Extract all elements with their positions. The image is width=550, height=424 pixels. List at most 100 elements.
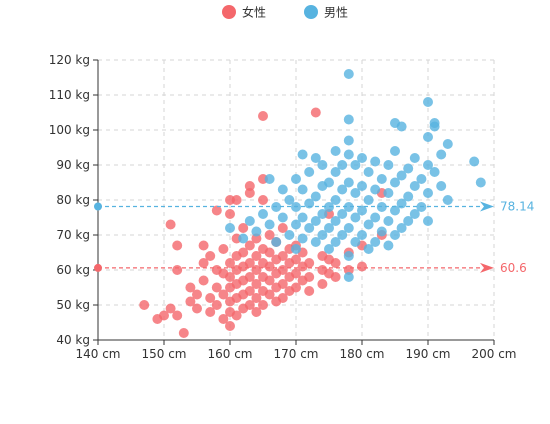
data-point[interactable]	[218, 289, 229, 300]
data-point[interactable]	[297, 149, 308, 160]
data-point[interactable]	[264, 247, 275, 258]
data-point[interactable]	[205, 307, 216, 317]
data-point[interactable]	[383, 188, 394, 198]
data-point[interactable]	[297, 184, 308, 195]
data-point[interactable]	[436, 149, 447, 160]
data-point[interactable]	[159, 310, 169, 321]
data-point[interactable]	[376, 174, 387, 184]
data-point[interactable]	[363, 219, 374, 230]
data-point[interactable]	[403, 163, 414, 174]
data-point[interactable]	[429, 167, 440, 177]
data-point[interactable]	[238, 247, 249, 258]
data-point[interactable]	[218, 244, 229, 254]
data-point[interactable]	[343, 149, 354, 160]
data-point[interactable]	[330, 272, 341, 282]
data-point[interactable]	[390, 230, 400, 240]
data-point[interactable]	[172, 240, 183, 251]
data-point[interactable]	[350, 160, 361, 170]
data-point[interactable]	[291, 254, 301, 265]
data-point[interactable]	[350, 188, 361, 198]
data-point[interactable]	[165, 219, 176, 230]
data-point[interactable]	[198, 275, 209, 286]
data-point[interactable]	[178, 328, 189, 338]
data-point[interactable]	[409, 209, 420, 219]
data-point[interactable]	[343, 135, 354, 146]
data-point[interactable]	[185, 296, 196, 307]
data-point[interactable]	[475, 177, 486, 188]
data-point[interactable]	[317, 230, 328, 240]
data-point[interactable]	[383, 240, 394, 251]
data-point[interactable]	[225, 321, 235, 331]
data-point[interactable]	[337, 184, 348, 195]
data-point[interactable]	[291, 174, 301, 184]
data-point[interactable]	[343, 177, 354, 188]
data-point[interactable]	[297, 212, 308, 223]
data-point[interactable]	[416, 174, 427, 184]
data-point[interactable]	[390, 205, 400, 216]
data-point[interactable]	[192, 303, 202, 314]
data-point[interactable]	[396, 223, 407, 233]
data-point[interactable]	[211, 205, 222, 216]
data-point[interactable]	[244, 258, 255, 268]
data-point[interactable]	[357, 230, 367, 240]
data-point[interactable]	[297, 233, 308, 244]
data-point[interactable]	[304, 272, 315, 282]
data-point[interactable]	[172, 265, 183, 275]
data-point[interactable]	[436, 181, 447, 191]
data-point[interactable]	[317, 160, 328, 170]
data-point[interactable]	[277, 212, 288, 223]
data-point[interactable]	[337, 160, 348, 170]
data-point[interactable]	[317, 279, 328, 289]
data-point[interactable]	[310, 107, 321, 118]
data-point[interactable]	[277, 251, 288, 261]
data-point[interactable]	[238, 223, 249, 233]
data-point[interactable]	[330, 146, 341, 156]
data-point[interactable]	[264, 261, 275, 272]
data-point[interactable]	[310, 153, 321, 163]
data-point[interactable]	[357, 205, 367, 216]
data-point[interactable]	[330, 167, 341, 177]
data-point[interactable]	[244, 272, 255, 282]
data-point[interactable]	[244, 216, 255, 226]
data-point[interactable]	[231, 195, 242, 205]
data-point[interactable]	[231, 310, 242, 321]
data-point[interactable]	[258, 209, 268, 219]
data-point[interactable]	[324, 244, 334, 254]
data-point[interactable]	[251, 279, 262, 289]
data-point[interactable]	[357, 181, 367, 191]
data-point[interactable]	[370, 212, 381, 223]
data-point[interactable]	[211, 300, 222, 310]
data-point[interactable]	[244, 181, 255, 191]
data-point[interactable]	[277, 184, 288, 195]
data-point[interactable]	[244, 188, 255, 198]
data-point[interactable]	[403, 216, 414, 226]
data-point[interactable]	[350, 212, 361, 223]
data-point[interactable]	[251, 251, 262, 261]
data-point[interactable]	[244, 240, 255, 251]
data-point[interactable]	[244, 286, 255, 296]
data-point[interactable]	[383, 160, 394, 170]
data-point[interactable]	[350, 237, 361, 247]
data-point[interactable]	[291, 219, 301, 230]
data-point[interactable]	[277, 223, 288, 233]
data-point[interactable]	[258, 111, 268, 121]
data-point[interactable]	[390, 146, 400, 156]
data-point[interactable]	[423, 188, 433, 198]
data-point[interactable]	[343, 114, 354, 125]
data-point[interactable]	[218, 314, 229, 324]
data-point[interactable]	[139, 300, 150, 310]
legend-item-male[interactable]: 男性	[304, 5, 348, 20]
data-point[interactable]	[271, 237, 282, 247]
data-point[interactable]	[343, 69, 354, 79]
data-point[interactable]	[370, 156, 381, 167]
data-point[interactable]	[429, 118, 440, 128]
data-point[interactable]	[363, 244, 374, 254]
data-point[interactable]	[370, 237, 381, 247]
data-point[interactable]	[264, 275, 275, 286]
data-point[interactable]	[304, 223, 315, 233]
data-point[interactable]	[277, 279, 288, 289]
data-point[interactable]	[442, 139, 453, 149]
data-point[interactable]	[277, 293, 288, 303]
data-point[interactable]	[390, 177, 400, 188]
data-point[interactable]	[304, 258, 315, 268]
